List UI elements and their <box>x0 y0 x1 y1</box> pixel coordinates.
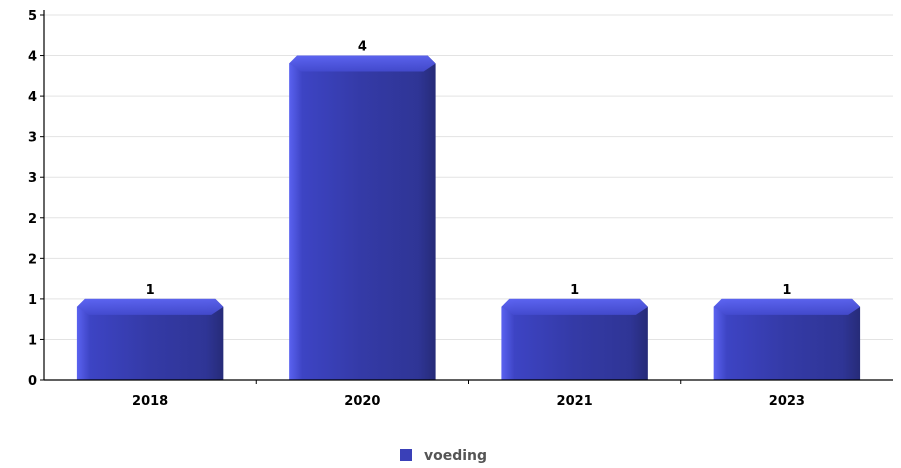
y-tick-label: 2 <box>28 212 37 227</box>
y-tick-label: 5 <box>28 9 37 24</box>
bar-body <box>289 55 436 381</box>
axes <box>40 10 893 384</box>
bar-cap <box>713 298 861 315</box>
x-tick-label: 2018 <box>132 394 168 409</box>
y-tick-label: 4 <box>28 50 37 65</box>
bar <box>501 298 648 380</box>
bar-body <box>501 298 648 380</box>
data-label: 1 <box>782 283 791 298</box>
x-tick-label: 2021 <box>557 394 593 409</box>
legend-swatch <box>400 449 412 461</box>
gridlines <box>44 14 893 340</box>
legend-label: voeding <box>424 448 487 464</box>
y-tick-label: 4 <box>28 90 37 105</box>
bar-cap <box>76 298 224 315</box>
x-tick-label: 2020 <box>344 394 380 409</box>
data-label: 1 <box>570 283 579 298</box>
bar-cap <box>289 55 436 72</box>
y-tick-label: 3 <box>28 131 37 146</box>
bar <box>713 298 861 380</box>
y-tick-label: 2 <box>28 252 37 267</box>
legend: voeding <box>400 448 487 464</box>
y-tick-label: 1 <box>28 293 37 308</box>
bars <box>76 55 861 381</box>
bar <box>76 298 224 380</box>
bar-body <box>713 298 861 380</box>
y-tick-label: 1 <box>28 333 37 348</box>
bar-body <box>76 298 224 380</box>
y-tick-label: 3 <box>28 171 37 186</box>
labels: 0 1 1 2 2 3 3 4 4 5 1 2018 4 2020 1 2021 1 2023 <box>28 9 805 409</box>
x-tick-label: 2023 <box>769 394 805 409</box>
bar-cap <box>501 298 648 315</box>
y-tick-label: 0 <box>28 374 37 389</box>
bar <box>289 55 436 381</box>
data-label: 1 <box>146 283 155 298</box>
data-label: 4 <box>358 40 367 55</box>
